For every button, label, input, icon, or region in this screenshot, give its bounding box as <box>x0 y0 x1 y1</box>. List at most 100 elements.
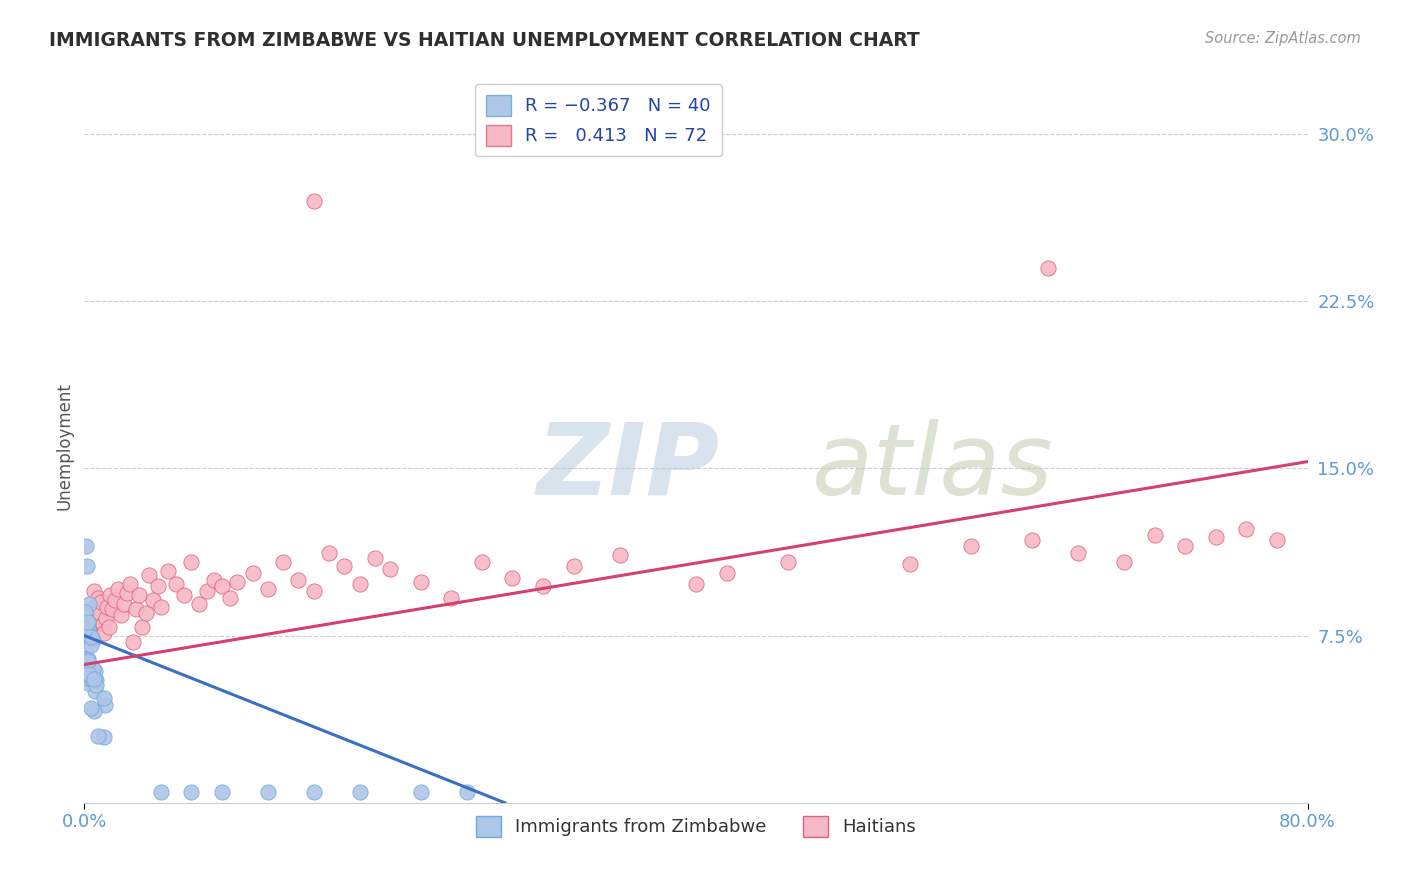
Point <box>131 619 153 633</box>
Point <box>93 691 115 706</box>
Point <box>82 662 104 676</box>
Point <box>75 651 97 665</box>
Point <box>77 675 100 690</box>
Point <box>82 633 104 648</box>
Text: atlas: atlas <box>813 419 1054 516</box>
Point <box>211 785 233 799</box>
Point <box>75 631 97 645</box>
Point <box>609 548 631 563</box>
Point <box>202 573 225 587</box>
Point <box>94 698 117 712</box>
Point <box>165 577 187 591</box>
Y-axis label: Unemployment: Unemployment <box>55 382 73 510</box>
Point <box>84 678 107 692</box>
Point <box>685 577 707 591</box>
Point <box>1143 528 1166 542</box>
Point <box>83 672 105 686</box>
Point <box>77 667 100 681</box>
Point <box>89 607 111 621</box>
Point <box>80 628 103 642</box>
Point <box>960 539 983 553</box>
Point <box>146 580 169 594</box>
Legend: Immigrants from Zimbabwe, Haitians: Immigrants from Zimbabwe, Haitians <box>468 808 924 844</box>
Point <box>98 589 121 603</box>
Point <box>122 635 145 649</box>
Point <box>77 654 100 668</box>
Point <box>93 730 115 744</box>
Point <box>84 683 107 698</box>
Point <box>104 592 127 607</box>
Point <box>77 621 100 635</box>
Point <box>84 664 107 678</box>
Point <box>218 591 240 605</box>
Point <box>409 785 432 799</box>
Point <box>76 652 98 666</box>
Point <box>302 785 325 799</box>
Point <box>333 559 356 574</box>
Point <box>211 580 233 594</box>
Point <box>318 546 340 560</box>
Point <box>716 566 738 581</box>
Point <box>86 729 108 743</box>
Point <box>80 630 103 644</box>
Point <box>173 589 195 603</box>
Point <box>302 194 325 208</box>
Point <box>135 607 157 621</box>
Point <box>257 582 280 596</box>
Text: IMMIGRANTS FROM ZIMBABWE VS HAITIAN UNEMPLOYMENT CORRELATION CHART: IMMIGRANTS FROM ZIMBABWE VS HAITIAN UNEM… <box>49 31 920 50</box>
Point <box>97 619 120 633</box>
Point <box>1067 546 1090 560</box>
Point <box>94 610 117 624</box>
Point <box>80 638 103 652</box>
Point <box>364 550 387 565</box>
Point <box>471 555 494 569</box>
Point <box>271 555 294 569</box>
Point <box>76 627 98 641</box>
Point <box>142 592 165 607</box>
Point <box>86 613 108 627</box>
Point <box>180 785 202 799</box>
Point <box>531 580 554 594</box>
Point <box>1021 533 1043 547</box>
Point <box>76 615 98 629</box>
Point <box>149 785 172 799</box>
Point <box>101 602 124 616</box>
Point <box>149 599 172 614</box>
Point <box>83 583 105 598</box>
Point <box>77 622 100 636</box>
Point <box>1036 260 1059 275</box>
Point <box>86 673 108 687</box>
Point <box>440 591 463 605</box>
Point <box>409 574 432 589</box>
Point <box>562 559 585 574</box>
Point <box>180 555 202 569</box>
Point <box>1174 539 1197 553</box>
Text: Source: ZipAtlas.com: Source: ZipAtlas.com <box>1205 31 1361 46</box>
Point <box>1236 521 1258 535</box>
Text: ZIP: ZIP <box>537 419 720 516</box>
Point <box>75 539 97 553</box>
Point <box>120 577 142 591</box>
Point <box>93 626 115 640</box>
Point <box>226 574 249 589</box>
Point <box>73 622 96 636</box>
Point <box>87 591 110 605</box>
Point <box>242 566 264 581</box>
Point <box>898 557 921 572</box>
Point <box>91 617 114 632</box>
Point <box>112 598 135 612</box>
Point <box>157 564 180 578</box>
Point <box>80 700 103 714</box>
Point <box>115 586 138 600</box>
Point <box>138 568 160 582</box>
Point <box>84 599 107 614</box>
Point <box>83 704 105 718</box>
Point <box>1265 533 1288 547</box>
Point <box>75 671 97 685</box>
Point <box>287 573 309 587</box>
Point <box>75 615 97 630</box>
Point <box>90 595 112 609</box>
Point <box>96 599 118 614</box>
Point <box>776 555 799 569</box>
Point <box>77 597 100 611</box>
